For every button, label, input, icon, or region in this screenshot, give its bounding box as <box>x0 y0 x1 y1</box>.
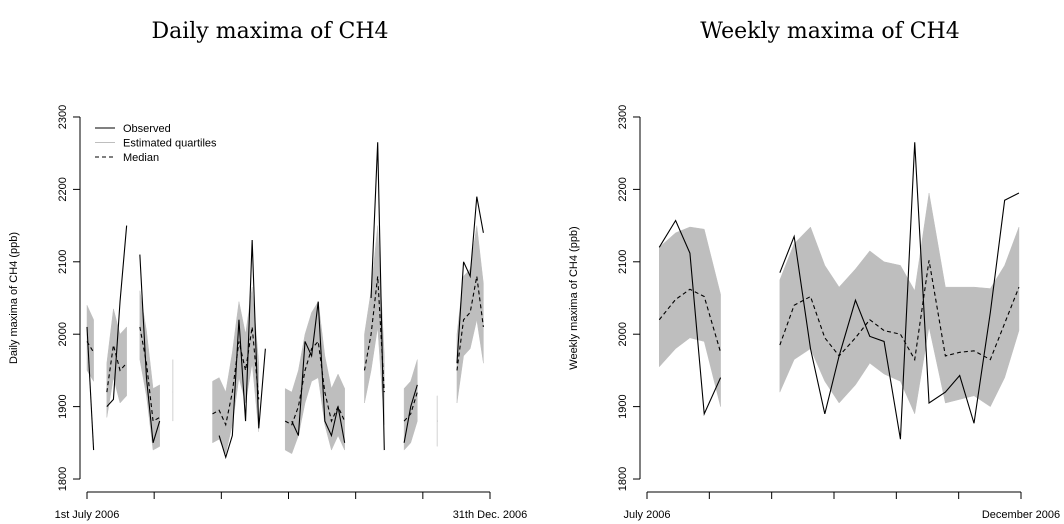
x-tick-label: 31th Dec. 2006 <box>453 509 528 521</box>
observed-line <box>779 142 1020 440</box>
median-line <box>106 344 128 393</box>
legend-label: Estimated quartiles <box>123 138 217 150</box>
x-tick-label: July 2006 <box>623 509 670 521</box>
median-line <box>403 391 418 422</box>
chart-title: Daily maxima of CH4 <box>151 19 388 44</box>
observed-line <box>291 301 346 443</box>
quartile-band <box>659 226 721 407</box>
y-tick-label: 1800 <box>57 467 69 491</box>
y-tick-label: 2200 <box>57 177 69 201</box>
y-tick-label: 2200 <box>617 177 629 201</box>
median-line <box>212 326 260 427</box>
legend-label: Median <box>123 152 159 164</box>
quartile-band <box>456 225 484 404</box>
y-tick-label: 1900 <box>617 394 629 418</box>
x-tick-label: 1st July 2006 <box>55 509 120 521</box>
observed-line <box>456 196 484 364</box>
y-tick-label: 2300 <box>57 105 69 129</box>
y-tick-label: 1800 <box>617 467 629 491</box>
y-tick-label: 2100 <box>57 250 69 274</box>
chart-title: Weekly maxima of CH4 <box>700 19 959 44</box>
legend-label: Observed <box>123 123 171 135</box>
y-tick-label: 2100 <box>617 250 629 274</box>
y-axis-label: Daily maxima of CH4 (ppb) <box>8 232 20 364</box>
median-line <box>456 276 484 371</box>
median-line <box>658 288 722 353</box>
observed-line <box>370 142 385 451</box>
observed-line <box>218 240 266 460</box>
observed-line <box>86 326 95 451</box>
median-line <box>363 276 385 393</box>
observed-line <box>139 254 161 443</box>
median-line <box>284 340 346 426</box>
median-line <box>139 326 160 422</box>
observed-line <box>403 384 418 443</box>
observed-line <box>106 225 128 407</box>
quartile-band <box>779 192 1020 415</box>
x-tick-label: December 2006 <box>982 509 1060 521</box>
y-tick-label: 2000 <box>617 322 629 346</box>
quartile-band <box>106 308 127 418</box>
y-axis-label: Weekly maxima of CH4 (ppb) <box>568 226 580 369</box>
quartile-band <box>139 290 160 451</box>
y-tick-label: 2000 <box>57 322 69 346</box>
median-line <box>779 260 1020 362</box>
y-tick-label: 2300 <box>617 105 629 129</box>
y-tick-label: 1900 <box>57 394 69 418</box>
observed-line <box>658 219 722 416</box>
